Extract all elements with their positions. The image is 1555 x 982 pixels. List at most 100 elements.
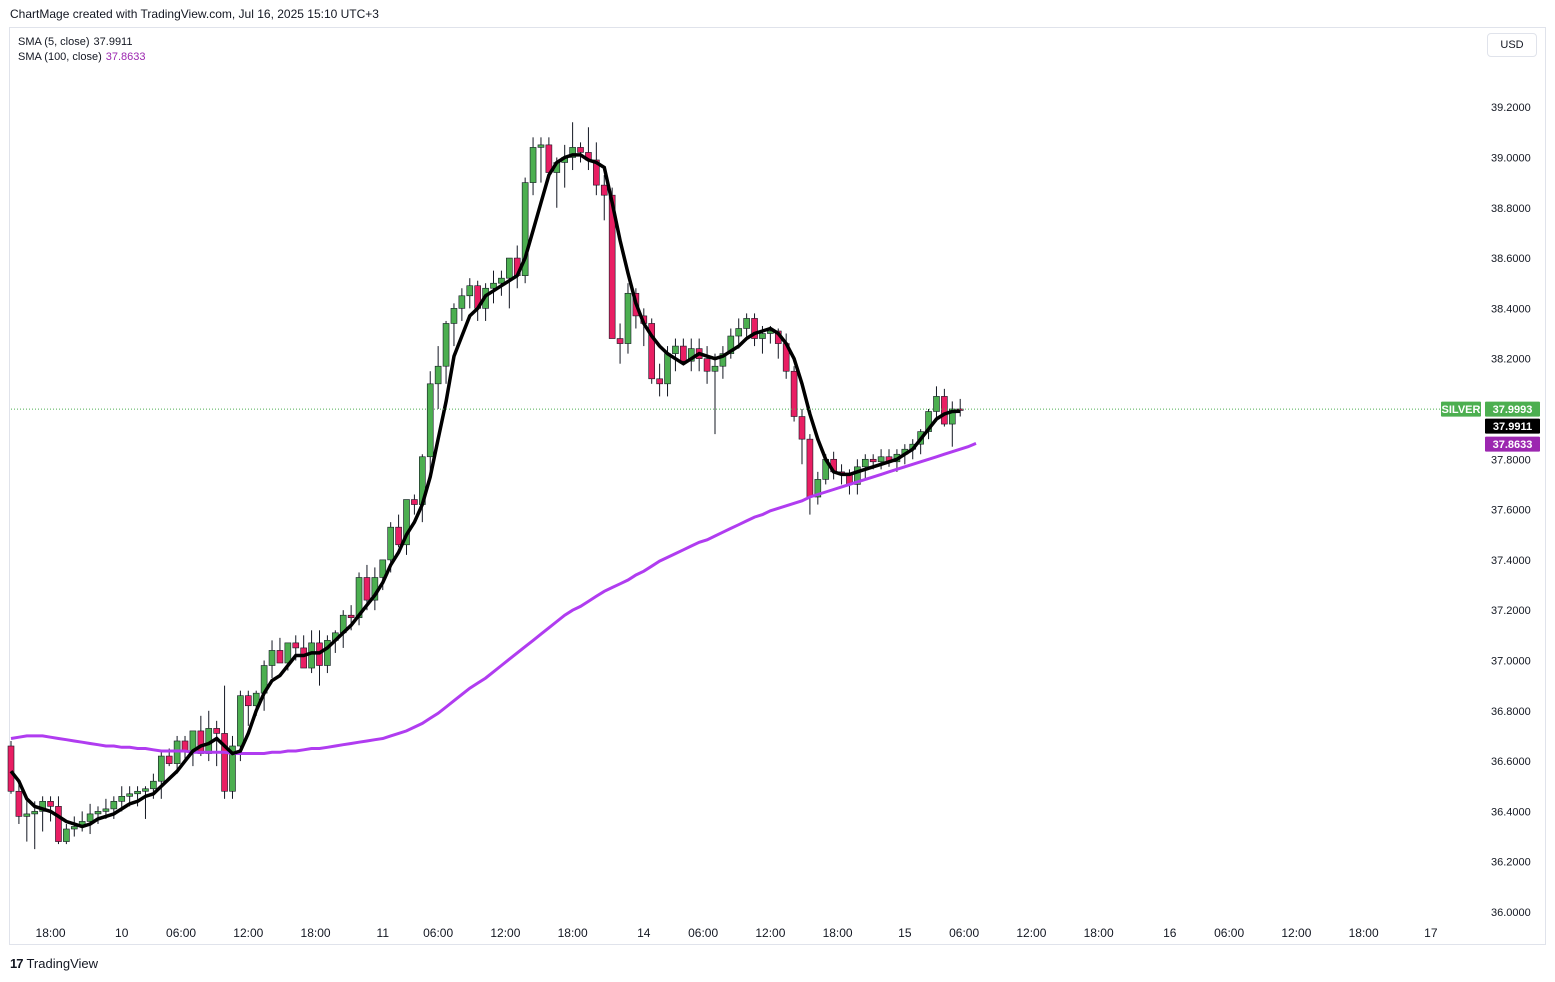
- candle-up: [948, 408, 956, 425]
- candle-down: [703, 358, 711, 372]
- candle-up: [126, 793, 133, 797]
- candle-up: [498, 277, 505, 284]
- candle-down: [616, 338, 624, 344]
- candle-down: [941, 396, 948, 425]
- x-tick-label: 14: [637, 926, 651, 940]
- x-tick-label: 12:00: [233, 926, 263, 940]
- candle-up: [134, 790, 141, 795]
- y-tick-label: 37.0000: [1491, 655, 1531, 667]
- x-tick-label: 18:00: [1349, 926, 1379, 940]
- x-tick-label: 12:00: [490, 926, 520, 940]
- x-tick-label: 15: [898, 926, 912, 940]
- candle-down: [300, 647, 307, 669]
- candle-down: [680, 345, 687, 362]
- y-tick-label: 38.4000: [1491, 303, 1531, 315]
- candle-up: [118, 796, 126, 802]
- candle-up: [877, 456, 885, 463]
- chart-caption: ChartMage created with TradingView.com, …: [10, 7, 379, 21]
- y-tick-label: 39.2000: [1491, 102, 1531, 114]
- candle-down: [600, 184, 608, 196]
- x-tick-label: 06:00: [1214, 926, 1244, 940]
- candle-up: [537, 144, 545, 148]
- x-tick-label: 12:00: [1016, 926, 1046, 940]
- y-tick-label: 36.4000: [1491, 806, 1531, 818]
- candle-up: [727, 335, 735, 354]
- candle-down: [165, 755, 173, 764]
- candle-up: [268, 650, 276, 666]
- x-tick-label: 18:00: [1084, 926, 1114, 940]
- x-tick-label: 16: [1163, 926, 1177, 940]
- candle-up: [711, 365, 719, 372]
- candle-up: [229, 745, 236, 792]
- candle-down: [869, 458, 877, 463]
- sma100-line: [10, 442, 977, 755]
- candle-down: [7, 745, 15, 792]
- candle-up: [63, 828, 70, 842]
- candle-down: [221, 733, 228, 792]
- x-tick-label: 18:00: [823, 926, 853, 940]
- sma100-badge-bg: [1485, 436, 1540, 452]
- candle-up: [426, 383, 434, 458]
- y-tick-label: 37.8000: [1491, 454, 1531, 466]
- candle-up: [31, 811, 39, 815]
- candle-up: [94, 811, 102, 815]
- candle-up: [861, 458, 869, 468]
- candle-down: [276, 650, 284, 664]
- footer-brand[interactable]: 17 TradingView: [10, 956, 98, 971]
- candle-down: [593, 159, 600, 186]
- candle-up: [529, 147, 537, 183]
- candle-down: [47, 801, 54, 807]
- candle-up: [814, 479, 822, 498]
- candle-up: [403, 499, 410, 546]
- candle-up: [387, 526, 394, 561]
- candle-down: [292, 642, 300, 649]
- currency-button[interactable]: USD: [1487, 33, 1537, 57]
- candle-up: [854, 466, 861, 485]
- candle-up: [86, 813, 94, 822]
- candle-up: [237, 695, 244, 747]
- x-tick-label: 06:00: [166, 926, 196, 940]
- candle-down: [577, 147, 584, 153]
- candle-up: [743, 318, 750, 329]
- candle-up: [933, 396, 940, 412]
- candle-down: [363, 577, 371, 601]
- candle-down: [798, 416, 806, 440]
- last-price-badge: 37.9993: [1493, 404, 1533, 416]
- y-tick-label: 38.6000: [1491, 253, 1531, 265]
- candle-up: [719, 353, 727, 367]
- y-tick-label: 37.6000: [1491, 505, 1531, 517]
- candle-up: [157, 755, 165, 782]
- candle-down: [806, 438, 814, 498]
- candle-up: [624, 292, 632, 344]
- candle-up: [70, 826, 78, 830]
- candle-up: [569, 147, 576, 158]
- candle-up: [308, 642, 315, 669]
- candle-down: [545, 144, 553, 173]
- y-tick-label: 36.2000: [1491, 857, 1531, 869]
- x-tick-label: 12:00: [755, 926, 785, 940]
- candle-down: [411, 499, 418, 505]
- candle-up: [672, 345, 679, 354]
- candle-up: [735, 328, 743, 337]
- legend-sma5[interactable]: SMA (5, close) 37.9911: [18, 35, 146, 50]
- x-tick-label: 11: [377, 926, 390, 940]
- x-tick-label: 06:00: [949, 926, 979, 940]
- x-tick-label: 06:00: [423, 926, 453, 940]
- candle-up: [324, 640, 331, 666]
- candle-up: [434, 365, 442, 385]
- candle-up: [664, 353, 671, 385]
- candle-up: [23, 813, 31, 817]
- candle-up: [142, 788, 149, 792]
- legend-sma100-value: 37.8633: [105, 51, 146, 63]
- candle-down: [790, 370, 798, 417]
- y-tick-label: 39.0000: [1491, 152, 1531, 164]
- candle-down: [245, 695, 252, 707]
- candle-up: [442, 323, 450, 367]
- y-tick-label: 38.2000: [1491, 354, 1531, 366]
- legend-sma100[interactable]: SMA (100, close) 37.8633: [18, 50, 146, 65]
- candle-up: [284, 642, 292, 664]
- candle-up: [466, 285, 474, 297]
- candle-up: [490, 282, 497, 289]
- y-tick-label: 36.0000: [1491, 907, 1531, 919]
